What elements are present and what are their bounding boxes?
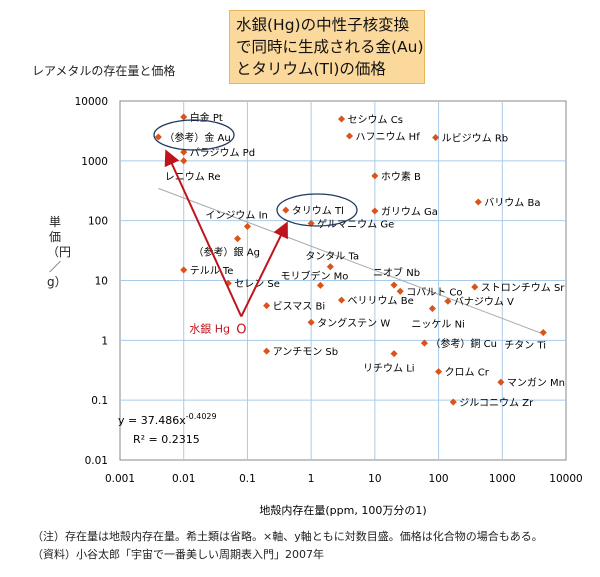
data-label-b: ホウ素 B — [381, 170, 421, 183]
x-tick-label: 10000 — [549, 473, 582, 485]
data-point-nb — [390, 281, 398, 289]
data-point-te — [180, 266, 188, 274]
x-tick-label: 1 — [308, 473, 315, 485]
data-point-bi — [263, 302, 271, 310]
data-label-ta: タンタル Ta — [305, 251, 359, 263]
arrow-to-gold — [164, 149, 243, 317]
data-point-cu — [420, 339, 428, 347]
data-point-au — [154, 133, 162, 141]
data-label-mo: モリブデン Mo — [280, 269, 348, 282]
source-note: （資料）小谷太郎「宇宙で一番美しい周期表入門」2007年 — [32, 548, 324, 561]
data-point-mn — [497, 378, 505, 386]
data-point-ga — [371, 207, 379, 215]
data-label-ge: ゲルマニウム Ge — [317, 218, 394, 230]
data-point-ag — [234, 235, 242, 243]
data-label-ga: ガリウム Ga — [381, 206, 438, 218]
mercury-label: 水銀 Hg — [189, 322, 230, 336]
data-point-w — [307, 318, 315, 326]
x-tick-label: 1000 — [489, 473, 516, 485]
y-tick-label: 1 — [101, 335, 108, 347]
data-label-be: ベリリウム Be — [348, 295, 414, 307]
x-tick-label: 10 — [368, 473, 381, 485]
chart-title-box: 水銀(Hg)の中性子核変換 で同時に生成される金(Au) とタリウム(Tl)の価… — [229, 10, 425, 84]
data-label-cu: （参考）銅 Cu — [430, 337, 497, 350]
data-label-nb: ニオブ Nb — [373, 266, 420, 279]
data-label-pd: パラジウム Pd — [190, 147, 255, 159]
data-point-sr — [471, 283, 479, 291]
data-point-v — [444, 297, 452, 305]
data-point-ta — [326, 263, 334, 271]
x-axis-label: 地殻内存在量(ppm, 100万分の1) — [259, 503, 426, 517]
x-tick-label: 0.01 — [172, 473, 195, 485]
data-point-sb — [263, 347, 271, 355]
y-tick-label: 1000 — [81, 156, 108, 168]
data-label-cr: クロム Cr — [445, 367, 490, 379]
data-point-hf — [345, 132, 354, 140]
data-point-ba — [474, 198, 482, 206]
data-point-zr — [449, 398, 457, 406]
data-label-te: テルル Te — [190, 266, 234, 277]
data-label-ni: ニッケル Ni — [411, 319, 464, 331]
x-tick-label: 0.001 — [105, 473, 135, 485]
data-point-li — [390, 350, 398, 358]
data-label-hf: ハフニウム Hf — [356, 131, 421, 143]
trendline-r2: R² = 0.2315 — [133, 433, 200, 446]
footnote: （注）存在量は地殻内存在量。希土類は省略。×軸、y軸ともに対数目盛。価格は化合物… — [32, 530, 543, 543]
data-label-w: タングステン W — [317, 316, 390, 329]
data-label-ag: （参考）銀 Ag — [194, 246, 260, 259]
x-tick-label: 0.1 — [239, 473, 256, 485]
trendline — [158, 187, 544, 335]
data-label-tl: タリウム Tl — [292, 205, 344, 217]
y-tick-label: 0.01 — [85, 455, 108, 467]
data-points: 白金 Pt （参考）金 Au パラジウム Pd レニウム Re インジウム In （参考）… — [154, 111, 566, 409]
data-label-zr: ジルコニウム Zr — [459, 397, 534, 409]
arrow-to-thallium — [240, 221, 288, 317]
data-point-cr — [435, 368, 443, 376]
data-point-in — [243, 222, 251, 231]
data-point-pt — [180, 113, 188, 121]
thallium-highlight-ellipse — [276, 193, 358, 227]
data-point-cs — [338, 115, 346, 123]
data-label-rb: ルビジウム Rb — [442, 133, 508, 145]
data-point-be — [338, 296, 346, 304]
data-point-ti — [539, 328, 547, 337]
tick-labels: 0.001 0.01 0.1 1 10 100 1000 10000 10000 1000 100 1… — [75, 96, 583, 485]
mercury-arrows: 水銀 Hg O — [164, 149, 288, 338]
data-label-mn: マンガン Mn — [507, 377, 565, 389]
y-axis-label: 単価（円／g） — [47, 215, 72, 289]
data-point-co — [396, 287, 404, 295]
data-label-sr: ストロンチウム Sr — [481, 282, 566, 294]
data-label-v: バナジウム V — [454, 296, 514, 308]
data-label-re: レニウム Re — [165, 171, 221, 183]
data-point-mo — [316, 281, 324, 289]
data-label-cs: セシウム Cs — [348, 114, 403, 126]
chart-subtitle: レアメタルの存在量と価格 — [32, 64, 176, 78]
trendline-equation: y = 37.486x-0.4029 — [118, 412, 217, 427]
y-tick-label: 0.1 — [91, 395, 108, 407]
x-tick-label: 100 — [429, 473, 449, 485]
y-tick-label: 10000 — [75, 96, 108, 108]
data-label-in: インジウム In — [205, 209, 267, 221]
data-label-bi: ビスマス Bi — [273, 301, 326, 313]
data-label-ba: バリウム Ba — [484, 197, 540, 209]
data-label-co: コバルト Co — [406, 286, 462, 298]
data-label-au: （参考）金 Au — [164, 131, 230, 144]
data-label-pt: 白金 Pt — [190, 111, 223, 124]
data-label-ti: チタン Ti — [504, 340, 546, 352]
data-point-ni — [428, 304, 436, 313]
data-point-rb — [432, 134, 440, 142]
y-tick-label: 100 — [88, 216, 108, 228]
data-point-tl — [282, 206, 290, 214]
data-label-li: リチウム Li — [363, 363, 415, 375]
gold-highlight-ellipse — [153, 119, 235, 151]
data-point-re — [180, 157, 188, 165]
data-label-sb: アンチモン Sb — [273, 346, 338, 358]
y-tick-label: 10 — [95, 276, 108, 288]
data-point-b — [371, 172, 379, 180]
gridlines — [119, 100, 567, 461]
mercury-marker: O — [236, 323, 246, 338]
